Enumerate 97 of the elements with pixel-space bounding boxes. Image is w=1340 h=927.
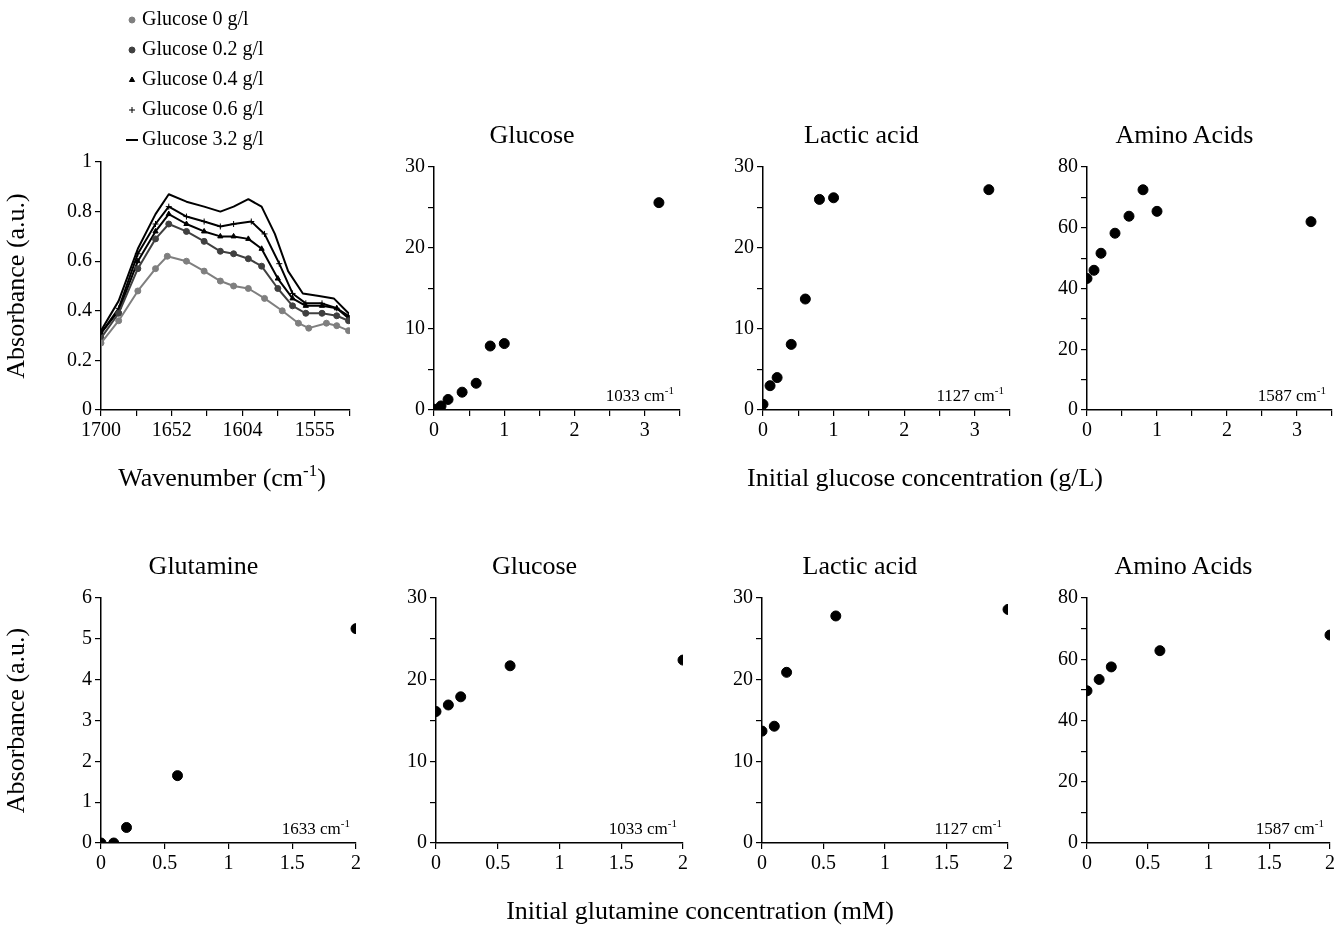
- y-tick-label: 10: [405, 316, 425, 339]
- x-tick-label: 0: [96, 851, 106, 874]
- x-tick-label: 1604: [222, 418, 263, 441]
- y-tick-label: 10: [407, 748, 427, 771]
- x-tick-label: 0: [431, 851, 441, 874]
- y-tick-label: 20: [405, 235, 425, 258]
- y-tick-label: 10: [734, 316, 754, 339]
- legend-label: Glucose 0 g/l: [142, 7, 250, 31]
- y-tick-label: 0.4: [67, 298, 92, 321]
- x-tick-label: 0.5: [485, 851, 511, 874]
- y-tick-label: 5: [82, 626, 92, 649]
- x-tick-label: 1: [554, 851, 565, 874]
- x-tick-label: 1.5: [279, 851, 305, 874]
- annotation: 1587 cm$^{-1}$: [1255, 817, 1324, 838]
- y-tick-label: 0: [743, 830, 753, 853]
- y-tick-label: 30: [407, 585, 427, 608]
- x-tick-label: 2: [678, 851, 688, 874]
- x-tick-label: 0.5: [811, 851, 836, 874]
- y-tick-label: 0: [82, 830, 92, 853]
- x-axis-title: Wavenumber (cm$^{-1}$): [118, 461, 326, 492]
- x-tick-label: 0.5: [152, 851, 178, 874]
- x-tick-label: 1: [880, 851, 890, 874]
- x-tick-label: 2: [899, 418, 910, 441]
- y-tick-label: 80: [1058, 154, 1078, 177]
- y-tick-label: 2: [82, 748, 92, 771]
- annotation: 1127 cm$^{-1}$: [934, 817, 1002, 838]
- x-tick-label: 3: [969, 418, 980, 441]
- x-axis-title: Initial glucose concentration (g/L): [747, 463, 1103, 492]
- y-tick-label: 0: [82, 397, 92, 420]
- y-axis-title: Absorbance (a.u.): [1, 193, 31, 379]
- y-tick-label: 40: [1058, 707, 1078, 730]
- y-tick-label: 0: [744, 397, 754, 420]
- annotation: 1127 cm$^{-1}$: [936, 384, 1004, 405]
- y-tick-label: 20: [1058, 336, 1078, 359]
- y-tick-label: 0.6: [67, 248, 92, 271]
- y-tick-label: 10: [733, 748, 753, 771]
- y-axis-title: Absorbance (a.u.): [1, 627, 31, 814]
- y-tick-label: 30: [405, 154, 425, 177]
- x-tick-label: 1: [1203, 851, 1214, 874]
- y-tick-label: 30: [734, 154, 754, 177]
- x-tick-label: 1.5: [934, 851, 959, 874]
- x-tick-label: 0: [758, 418, 768, 441]
- y-tick-label: 0: [417, 830, 427, 853]
- y-tick-label: 20: [407, 666, 427, 689]
- annotation: 1633 cm$^{-1}$: [281, 817, 350, 838]
- x-tick-label: 1: [828, 418, 839, 441]
- chart-title: Amino Acids: [1114, 551, 1253, 580]
- chart-title: Lactic acid: [804, 120, 919, 149]
- x-tick-label: 1: [223, 851, 234, 874]
- y-tick-label: 0: [1068, 397, 1078, 420]
- x-axis-title: Initial glutamine concentration (mM): [506, 896, 894, 925]
- y-tick-label: 0: [1068, 830, 1078, 853]
- annotation: 1033 cm$^{-1}$: [608, 817, 677, 838]
- x-tick-label: 2: [1222, 418, 1232, 441]
- y-tick-label: 30: [733, 585, 753, 608]
- legend-label: Glucose 0.4 g/l: [142, 67, 265, 91]
- x-tick-label: 2: [1003, 851, 1013, 874]
- chart-title: Glucose: [491, 551, 578, 580]
- y-tick-label: 4: [82, 666, 92, 689]
- y-tick-label: 40: [1058, 275, 1078, 298]
- y-tick-label: 60: [1058, 215, 1078, 237]
- x-tick-label: 3: [639, 418, 650, 441]
- annotation: 1587 cm$^{-1}$: [1257, 384, 1326, 405]
- x-tick-label: 1700: [81, 418, 121, 441]
- x-tick-label: 2: [351, 851, 361, 874]
- x-tick-label: 1: [1152, 418, 1162, 441]
- y-tick-label: 20: [733, 666, 753, 689]
- y-tick-label: 6: [82, 585, 92, 608]
- legend-label: Glucose 0.6 g/l: [142, 97, 265, 121]
- x-tick-label: 3: [1292, 418, 1302, 441]
- y-tick-label: 20: [1058, 769, 1078, 791]
- y-tick-label: 1: [82, 789, 92, 812]
- x-tick-label: 2: [1325, 851, 1335, 874]
- x-tick-label: 1555: [294, 418, 335, 441]
- chart-title: Glutamine: [148, 551, 259, 580]
- chart-title: Amino Acids: [1115, 120, 1254, 149]
- chart-title: Glucose: [489, 120, 575, 149]
- y-tick-label: 0: [415, 397, 425, 420]
- x-tick-label: 0: [1082, 418, 1092, 441]
- y-tick-label: 0.8: [67, 198, 92, 221]
- x-tick-label: 2: [569, 418, 580, 441]
- chart-title: Lactic acid: [802, 551, 918, 580]
- y-tick-label: 0.2: [67, 347, 92, 370]
- y-tick-label: 20: [734, 235, 754, 258]
- legend-label: Glucose 0.2 g/l: [142, 37, 265, 61]
- y-tick-label: 1: [82, 149, 92, 172]
- y-tick-label: 80: [1058, 585, 1078, 608]
- x-tick-label: 1.5: [1256, 851, 1282, 874]
- x-tick-label: 0: [1082, 851, 1092, 874]
- legend-label: Glucose 3.2 g/l: [142, 127, 265, 151]
- y-tick-label: 3: [82, 707, 92, 730]
- y-tick-label: 60: [1058, 646, 1078, 669]
- x-tick-label: 1: [499, 418, 510, 441]
- x-tick-label: 1652: [151, 418, 192, 441]
- x-tick-label: 1.5: [608, 851, 634, 874]
- annotation: 1033 cm$^{-1}$: [605, 384, 674, 405]
- x-tick-label: 0.5: [1135, 851, 1161, 874]
